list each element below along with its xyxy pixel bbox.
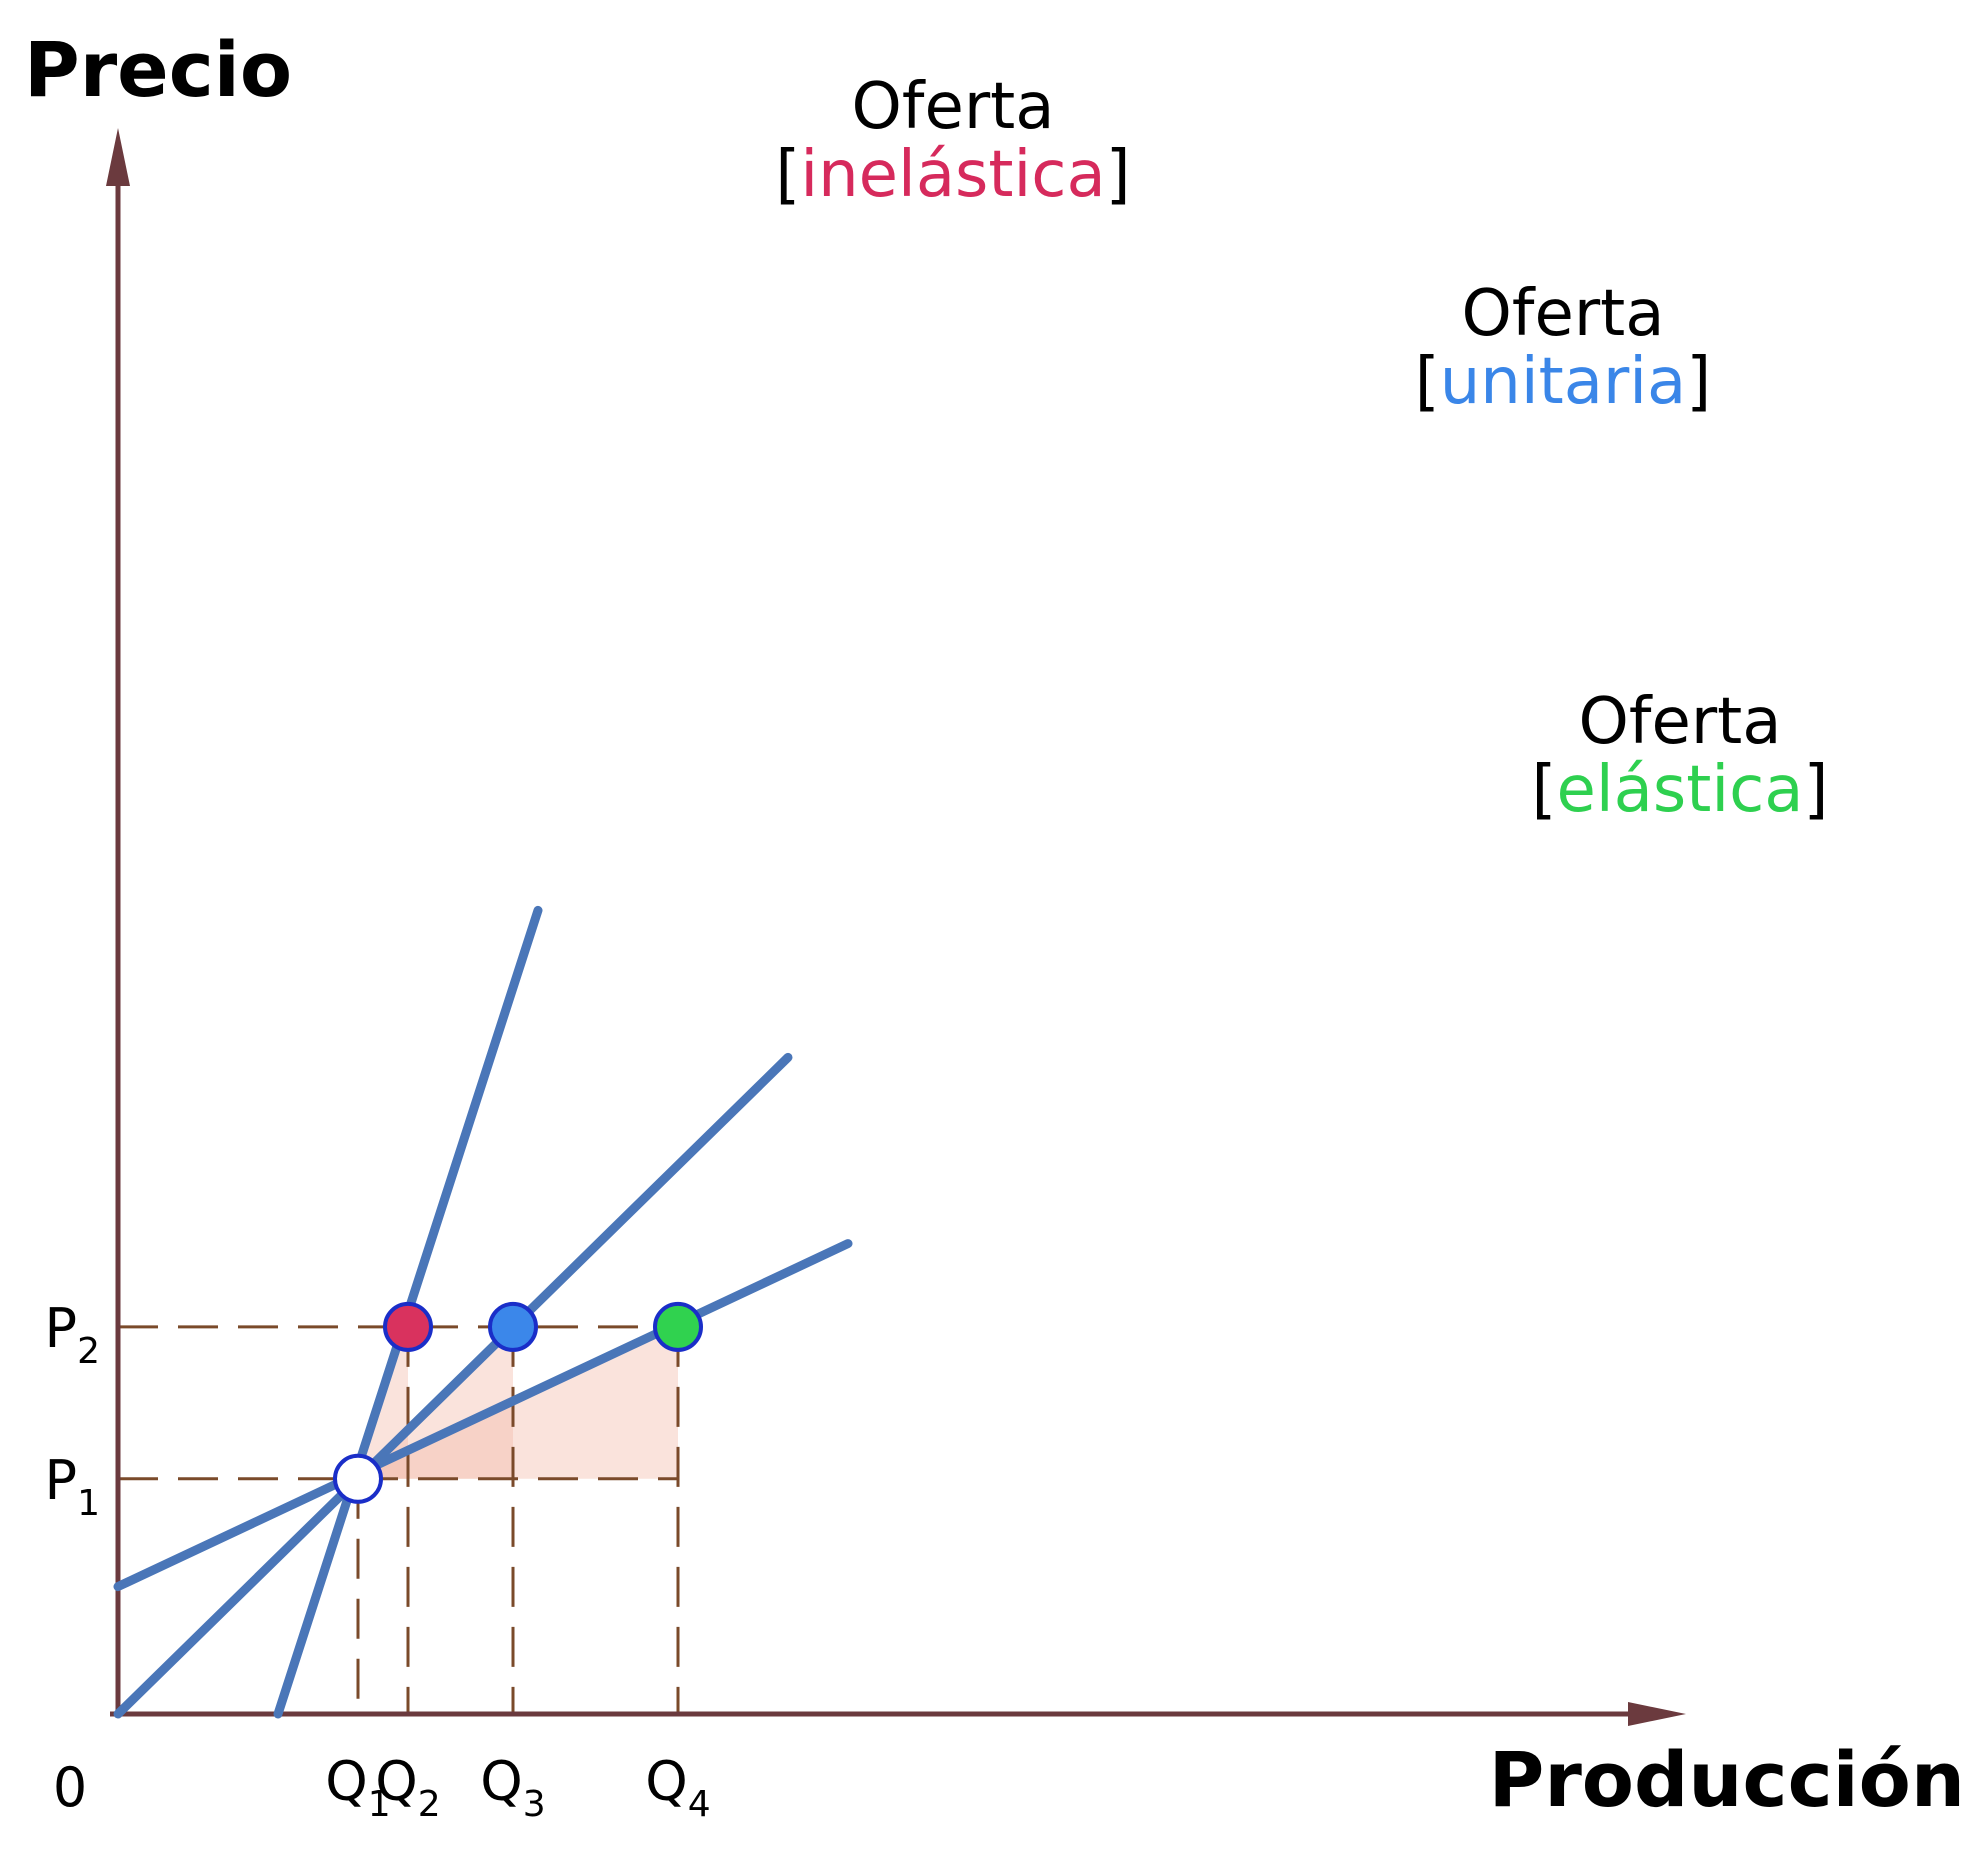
bracket-close: ] [1686,345,1711,419]
x-tick-q2: Q2 [375,1750,440,1825]
x-tick-q4-letter: Q [645,1750,688,1813]
y-tick-p1: P1 [45,1449,100,1524]
x-tick-q3-sub: 3 [523,1784,546,1825]
x-tick-q4: Q4 [645,1750,710,1825]
x-tick-q3-letter: Q [480,1750,523,1813]
y-tick-p1-letter: P [45,1449,78,1512]
x-tick-q2-letter: Q [375,1750,418,1813]
y-tick-p2-sub: 2 [77,1331,100,1372]
origin-label: 0 [53,1756,87,1819]
bracket-open: [ [775,138,800,212]
series-type-inelastica: inelástica [800,138,1105,212]
series-label-elastica: Oferta [elástica] [1532,685,1829,827]
y-tick-p2: P2 [45,1297,100,1372]
y-axis-arrow-icon [106,128,130,186]
axes [106,128,1686,1726]
x-axis-arrow-icon [1628,1702,1686,1726]
series-name-elastica: Oferta [1579,685,1782,759]
series-label-unitaria: Oferta [unitaria] [1415,277,1711,419]
equilibrium-markers [333,1301,703,1504]
marker-elastica [653,1301,703,1352]
x-axis-title: Producción [1489,1735,1965,1824]
bracket-open: [ [1532,753,1557,827]
series-type-label-inelastica: [inelástica] [775,138,1130,212]
bracket-close: ] [1804,753,1829,827]
supply-line-elastica [113,1239,853,1592]
initial-point-marker [333,1453,383,1504]
y-tick-p2-letter: P [45,1297,78,1360]
supply-line-unitaria [113,1052,793,1719]
y-tick-p1-sub: 1 [77,1483,100,1524]
x-tick-q4-sub: 4 [688,1784,711,1825]
series-type-label-unitaria: [unitaria] [1415,345,1711,419]
series-type-label-elastica: [elástica] [1532,753,1829,827]
x-tick-q2-sub: 2 [418,1784,441,1825]
series-type-elastica: elástica [1557,753,1804,827]
x-tick-q1-sub: 1 [368,1784,391,1825]
series-label-inelastica: Oferta [inelástica] [775,70,1130,212]
x-tick-q1: Q1 [325,1750,390,1825]
marker-inelastica [383,1301,433,1352]
y-axis-title: Precio [24,25,292,114]
series-type-unitaria: unitaria [1440,345,1687,419]
bracket-close: ] [1106,138,1131,212]
series-name-unitaria: Oferta [1462,277,1665,351]
marker-unitaria [488,1301,538,1352]
series-name-inelastica: Oferta [852,70,1055,144]
x-tick-q1-letter: Q [325,1750,368,1813]
x-tick-q3: Q3 [480,1750,545,1825]
supply-curves [113,905,853,1719]
bracket-open: [ [1415,345,1440,419]
